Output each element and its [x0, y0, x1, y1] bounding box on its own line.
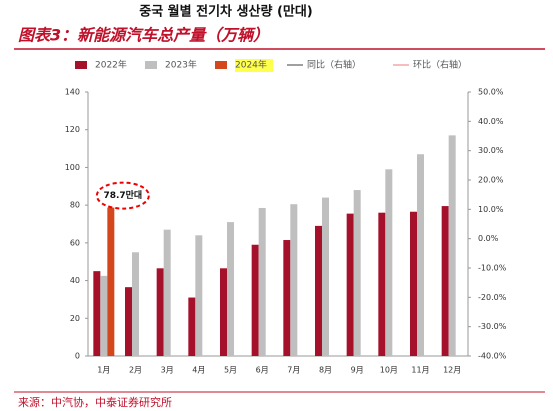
x-tick-label: 6月	[256, 366, 269, 375]
y2-tick-label: 50.0%	[478, 88, 504, 97]
y2-tick-label: 10.0%	[478, 205, 504, 214]
y2-tick-label: -20.0%	[478, 293, 507, 302]
bar	[93, 271, 101, 356]
y2-tick-label: 30.0%	[478, 146, 504, 155]
x-tick-label: 12月	[443, 366, 461, 375]
bar	[100, 275, 108, 356]
bar	[290, 204, 298, 356]
y-tick-label: 20	[70, 314, 80, 323]
bar	[258, 207, 266, 356]
y-tick-label: 40	[70, 276, 80, 285]
bar	[132, 252, 139, 356]
legend-swatch	[215, 61, 227, 69]
source: 来源：中汽协，中泰证券研究所	[18, 395, 172, 409]
legend-label: 2023年	[165, 59, 197, 71]
chart-title: 图表3：新能源汽车总产量（万辆）	[18, 26, 269, 45]
bar	[227, 222, 234, 356]
bar	[220, 268, 227, 356]
x-tick-label: 7月	[287, 366, 300, 375]
y-tick-label: 100	[65, 163, 80, 172]
legend-swatch	[145, 61, 157, 69]
bar	[195, 235, 203, 356]
y-tick-label: 60	[70, 238, 80, 247]
bar	[163, 229, 171, 356]
y-tick-label: 120	[65, 125, 80, 134]
legend-swatch	[75, 61, 87, 69]
bar	[441, 206, 449, 356]
bar	[251, 244, 259, 356]
legend-label: 同比（右轴）	[307, 59, 361, 71]
x-tick-label: 1月	[97, 366, 110, 375]
bar	[417, 154, 424, 356]
y-tick-label: 140	[65, 88, 80, 97]
y-tick-label: 0	[75, 352, 80, 361]
bar	[448, 135, 456, 356]
legend-label: 2022年	[95, 59, 127, 71]
y2-tick-label: 40.0%	[478, 117, 504, 126]
bar	[378, 212, 386, 356]
bar	[283, 240, 291, 356]
legend-label: 2024年	[235, 59, 267, 71]
bar	[353, 190, 361, 356]
x-tick-label: 4月	[192, 366, 205, 375]
y2-tick-label: -30.0%	[478, 322, 507, 331]
x-tick-label: 9月	[351, 366, 364, 375]
bar	[410, 211, 417, 356]
bar	[107, 207, 115, 356]
bar	[188, 297, 196, 356]
x-tick-label: 3月	[161, 366, 174, 375]
value-label: 78.7만대	[103, 189, 142, 201]
legend-highlight	[235, 59, 273, 72]
korean-title: 중국 월별 전기차 생산량 (만대)	[139, 4, 313, 20]
y-tick-label: 80	[70, 201, 80, 210]
bar	[315, 225, 322, 356]
annotation-ring	[95, 181, 150, 210]
bar	[125, 287, 132, 356]
x-tick-label: 5月	[224, 366, 237, 375]
y2-tick-label: 0.0%	[478, 234, 499, 243]
x-tick-label: 10月	[380, 366, 398, 375]
bar	[346, 213, 354, 356]
bar	[322, 197, 329, 356]
bar	[156, 268, 164, 356]
bar	[385, 169, 393, 356]
y2-tick-label: -10.0%	[478, 264, 507, 273]
x-tick-label: 2月	[129, 366, 142, 375]
y2-tick-label: 20.0%	[478, 176, 504, 185]
legend-label: 环比（右轴）	[413, 59, 467, 71]
x-tick-label: 11月	[411, 366, 429, 375]
y2-tick-label: -40.0%	[478, 352, 507, 361]
x-tick-label: 8月	[319, 366, 332, 375]
